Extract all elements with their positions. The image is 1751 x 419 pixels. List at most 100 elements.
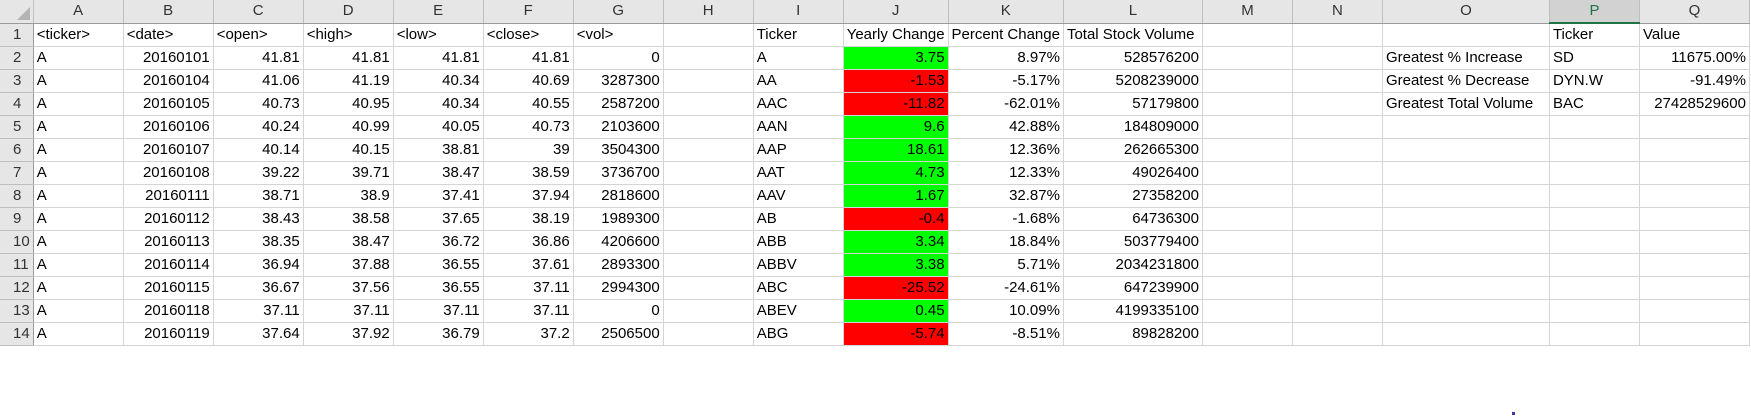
cell-a9[interactable]: A xyxy=(33,207,124,231)
row-header-9[interactable]: 9 xyxy=(0,207,34,231)
cell-h2[interactable] xyxy=(663,46,754,70)
cell-q14[interactable] xyxy=(1639,322,1750,346)
cell-k9[interactable]: -1.68% xyxy=(948,207,1064,231)
cell-b14[interactable]: 20160119 xyxy=(123,322,214,346)
cell-c6[interactable]: 40.14 xyxy=(213,138,304,162)
cell-n4[interactable] xyxy=(1292,92,1383,116)
cell-m11[interactable] xyxy=(1202,253,1293,277)
cell-i2[interactable]: A xyxy=(753,46,844,70)
cell-d2[interactable]: 41.81 xyxy=(303,46,394,70)
cell-d1[interactable]: <high> xyxy=(303,23,394,47)
row-header-2[interactable]: 2 xyxy=(0,46,34,70)
cell-l11[interactable]: 2034231800 xyxy=(1063,253,1203,277)
cell-n5[interactable] xyxy=(1292,115,1383,139)
cell-q12[interactable] xyxy=(1639,276,1750,300)
cell-g13[interactable]: 0 xyxy=(573,299,664,323)
cell-f10[interactable]: 36.86 xyxy=(483,230,574,254)
column-header-d[interactable]: D xyxy=(303,0,394,24)
cell-a1[interactable]: <ticker> xyxy=(33,23,124,47)
cell-a3[interactable]: A xyxy=(33,69,124,93)
cell-o12[interactable] xyxy=(1382,276,1550,300)
cell-e13[interactable]: 37.11 xyxy=(393,299,484,323)
cell-i12[interactable]: ABC xyxy=(753,276,844,300)
cell-f2[interactable]: 41.81 xyxy=(483,46,574,70)
cell-g10[interactable]: 4206600 xyxy=(573,230,664,254)
cell-h5[interactable] xyxy=(663,115,754,139)
cell-j2[interactable]: 3.75 xyxy=(843,46,949,70)
cell-b13[interactable]: 20160118 xyxy=(123,299,214,323)
row-header-1[interactable]: 1 xyxy=(0,23,34,47)
column-header-i[interactable]: I xyxy=(753,0,844,24)
column-header-o[interactable]: O xyxy=(1382,0,1550,24)
cell-q4[interactable]: 27428529600 xyxy=(1639,92,1750,116)
cell-p6[interactable] xyxy=(1549,138,1640,162)
cell-i8[interactable]: AAV xyxy=(753,184,844,208)
cell-d7[interactable]: 39.71 xyxy=(303,161,394,185)
column-header-k[interactable]: K xyxy=(948,0,1064,24)
cell-h11[interactable] xyxy=(663,253,754,277)
cell-o11[interactable] xyxy=(1382,253,1550,277)
cell-q3[interactable]: -91.49% xyxy=(1639,69,1750,93)
cell-q8[interactable] xyxy=(1639,184,1750,208)
column-header-f[interactable]: F xyxy=(483,0,574,24)
cell-p4[interactable]: BAC xyxy=(1549,92,1640,116)
cell-f4[interactable]: 40.55 xyxy=(483,92,574,116)
cell-k2[interactable]: 8.97% xyxy=(948,46,1064,70)
cell-e11[interactable]: 36.55 xyxy=(393,253,484,277)
cell-b9[interactable]: 20160112 xyxy=(123,207,214,231)
cell-n7[interactable] xyxy=(1292,161,1383,185)
cell-q10[interactable] xyxy=(1639,230,1750,254)
cell-k7[interactable]: 12.33% xyxy=(948,161,1064,185)
cell-p5[interactable] xyxy=(1549,115,1640,139)
cell-g1[interactable]: <vol> xyxy=(573,23,664,47)
cell-h8[interactable] xyxy=(663,184,754,208)
cell-j12[interactable]: -25.52 xyxy=(843,276,949,300)
cell-d8[interactable]: 38.9 xyxy=(303,184,394,208)
row-header-6[interactable]: 6 xyxy=(0,138,34,162)
cell-p3[interactable]: DYN.W xyxy=(1549,69,1640,93)
cell-j8[interactable]: 1.67 xyxy=(843,184,949,208)
cell-i13[interactable]: ABEV xyxy=(753,299,844,323)
cell-o9[interactable] xyxy=(1382,207,1550,231)
cell-n6[interactable] xyxy=(1292,138,1383,162)
cell-i7[interactable]: AAT xyxy=(753,161,844,185)
cell-f12[interactable]: 37.11 xyxy=(483,276,574,300)
cell-f6[interactable]: 39 xyxy=(483,138,574,162)
cell-b10[interactable]: 20160113 xyxy=(123,230,214,254)
select-all-corner[interactable] xyxy=(0,0,34,24)
cell-m9[interactable] xyxy=(1202,207,1293,231)
row-header-5[interactable]: 5 xyxy=(0,115,34,139)
cell-e14[interactable]: 36.79 xyxy=(393,322,484,346)
cell-c4[interactable]: 40.73 xyxy=(213,92,304,116)
row-header-10[interactable]: 10 xyxy=(0,230,34,254)
cell-p13[interactable] xyxy=(1549,299,1640,323)
cell-i11[interactable]: ABBV xyxy=(753,253,844,277)
cell-n3[interactable] xyxy=(1292,69,1383,93)
cell-n1[interactable] xyxy=(1292,23,1383,47)
cell-c1[interactable]: <open> xyxy=(213,23,304,47)
cell-g4[interactable]: 2587200 xyxy=(573,92,664,116)
cell-g6[interactable]: 3504300 xyxy=(573,138,664,162)
cell-i9[interactable]: AB xyxy=(753,207,844,231)
cell-i14[interactable]: ABG xyxy=(753,322,844,346)
cell-d10[interactable]: 38.47 xyxy=(303,230,394,254)
cell-k10[interactable]: 18.84% xyxy=(948,230,1064,254)
column-header-q[interactable]: Q xyxy=(1639,0,1750,24)
cell-b6[interactable]: 20160107 xyxy=(123,138,214,162)
cell-o5[interactable] xyxy=(1382,115,1550,139)
cell-j13[interactable]: 0.45 xyxy=(843,299,949,323)
cell-a14[interactable]: A xyxy=(33,322,124,346)
cell-j6[interactable]: 18.61 xyxy=(843,138,949,162)
cell-l10[interactable]: 503779400 xyxy=(1063,230,1203,254)
cell-c12[interactable]: 36.67 xyxy=(213,276,304,300)
cell-e8[interactable]: 37.41 xyxy=(393,184,484,208)
cell-n9[interactable] xyxy=(1292,207,1383,231)
cell-g14[interactable]: 2506500 xyxy=(573,322,664,346)
cell-c14[interactable]: 37.64 xyxy=(213,322,304,346)
cell-f5[interactable]: 40.73 xyxy=(483,115,574,139)
cell-j3[interactable]: -1.53 xyxy=(843,69,949,93)
cell-p2[interactable]: SD xyxy=(1549,46,1640,70)
cell-n11[interactable] xyxy=(1292,253,1383,277)
cell-e7[interactable]: 38.47 xyxy=(393,161,484,185)
cell-b4[interactable]: 20160105 xyxy=(123,92,214,116)
